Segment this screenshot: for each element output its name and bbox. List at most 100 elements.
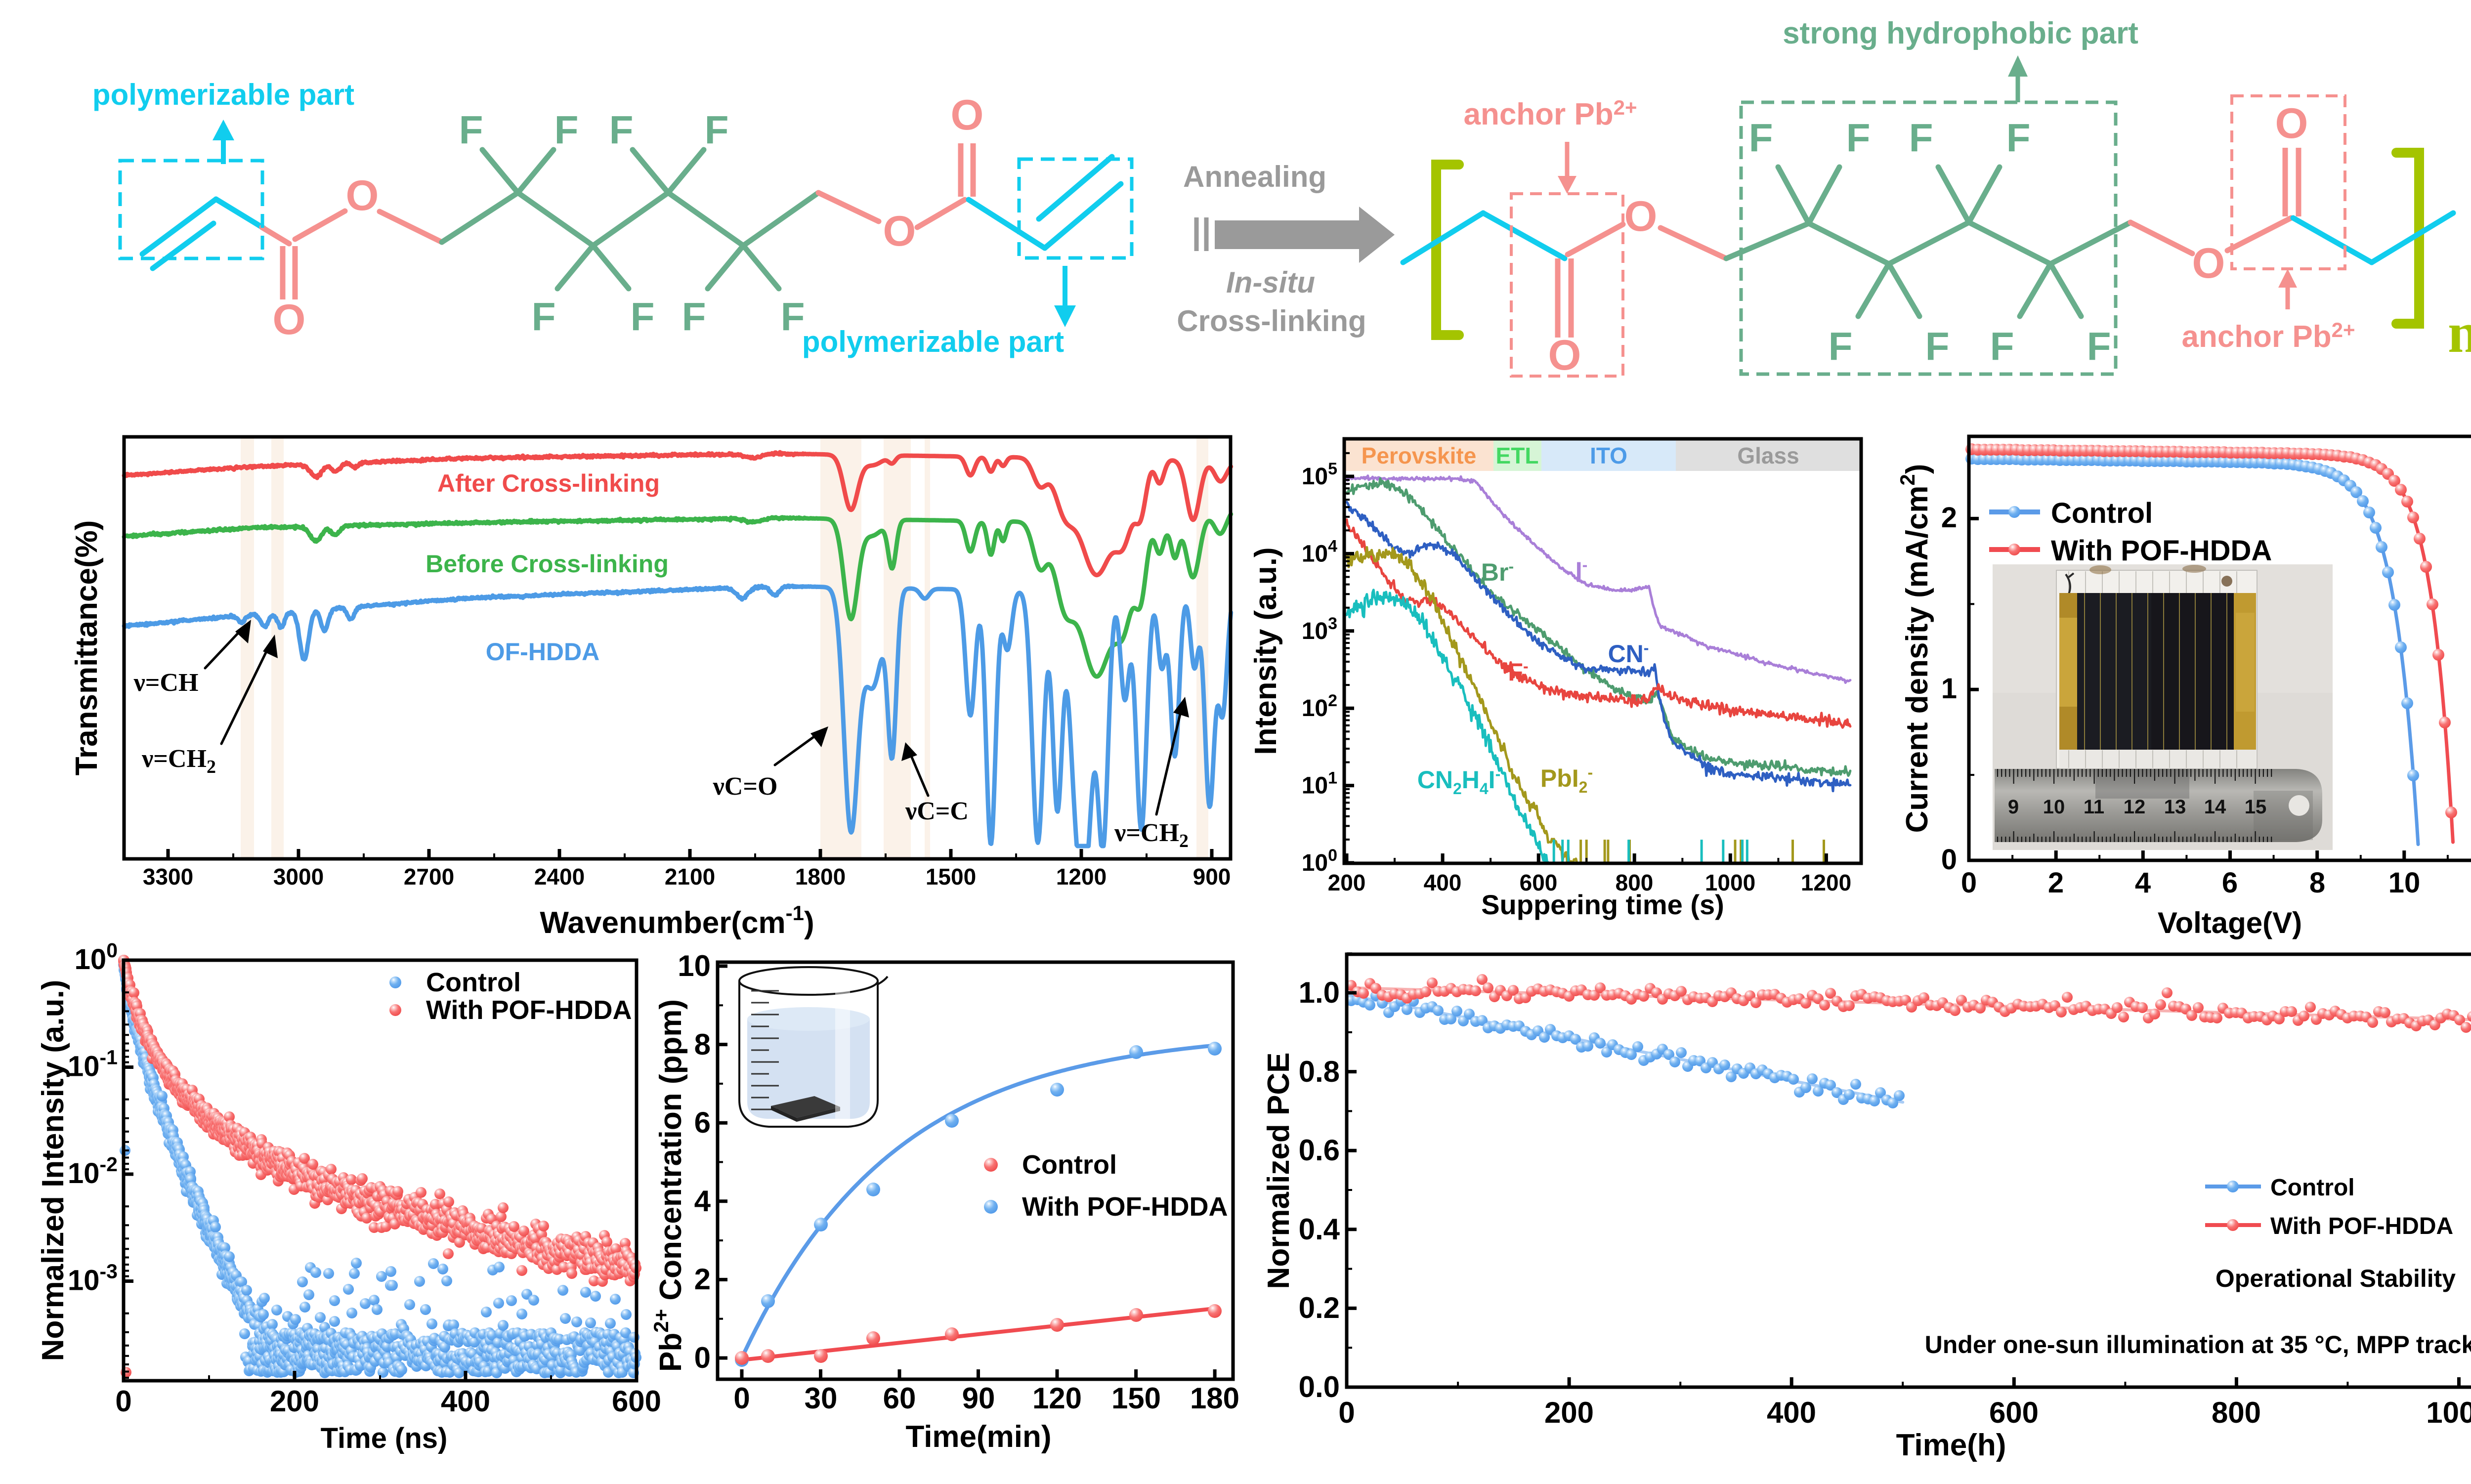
- svg-text:νC=C: νC=C: [905, 797, 969, 825]
- svg-text:Under one-sun illumination at: Under one-sun illumination at 35 °C, MPP…: [1925, 1331, 2471, 1358]
- svg-text:15: 15: [2245, 796, 2267, 818]
- svg-text:200: 200: [1544, 1396, 1594, 1429]
- svg-text:102: 102: [1302, 691, 1337, 721]
- svg-text:Pb2+ Concentration (ppm): Pb2+ Concentration (ppm): [649, 999, 688, 1372]
- svg-text:1200: 1200: [1056, 864, 1107, 890]
- svg-text:2: 2: [2048, 867, 2064, 899]
- svg-text:F: F: [2087, 324, 2111, 368]
- svg-text:Time(h): Time(h): [1896, 1428, 2006, 1462]
- svg-text:100: 100: [75, 939, 118, 975]
- svg-text:10: 10: [678, 949, 711, 982]
- svg-text:n: n: [2448, 301, 2471, 364]
- svg-text:10: 10: [2388, 867, 2421, 899]
- svg-text:F: F: [1925, 324, 1950, 368]
- svg-text:0: 0: [1961, 867, 1977, 899]
- svg-text:Control: Control: [426, 968, 521, 997]
- svg-text:OF-HDDA: OF-HDDA: [486, 638, 600, 666]
- svg-text:Time (ns): Time (ns): [321, 1422, 448, 1454]
- svg-text:2100: 2100: [665, 864, 715, 890]
- svg-text:CN2H4I-: CN2H4I-: [1417, 765, 1500, 798]
- svg-text:F: F: [459, 108, 483, 152]
- svg-text:Voltage(V): Voltage(V): [2158, 906, 2302, 939]
- svg-text:2: 2: [1941, 502, 1957, 534]
- svg-text:600: 600: [1989, 1396, 2039, 1429]
- svg-text:ν=CH2: ν=CH2: [1114, 819, 1189, 851]
- svg-text:0: 0: [1338, 1396, 1355, 1429]
- svg-text:600: 600: [612, 1385, 661, 1418]
- svg-text:O: O: [883, 208, 916, 255]
- svg-text:10: 10: [2043, 796, 2065, 818]
- svg-text:2: 2: [694, 1263, 711, 1296]
- svg-text:F: F: [1749, 116, 1773, 160]
- svg-text:ITO: ITO: [1590, 443, 1627, 468]
- svg-text:F: F: [705, 108, 729, 152]
- svg-text:Transmittance(%): Transmittance(%): [70, 520, 104, 776]
- svg-text:1000: 1000: [2426, 1396, 2471, 1429]
- svg-text:F: F: [532, 295, 556, 339]
- svg-text:Annealing: Annealing: [1183, 160, 1326, 193]
- svg-text:O: O: [2275, 100, 2308, 147]
- svg-text:8: 8: [2309, 867, 2325, 899]
- svg-text:6: 6: [2222, 867, 2238, 899]
- svg-text:600: 600: [1520, 870, 1558, 895]
- svg-text:With POF-HDDA: With POF-HDDA: [1022, 1192, 1228, 1222]
- svg-text:0: 0: [733, 1382, 750, 1415]
- svg-text:0.8: 0.8: [1299, 1055, 1340, 1088]
- svg-text:Wavenumber(cm-1): Wavenumber(cm-1): [540, 901, 814, 940]
- svg-text:1500: 1500: [926, 864, 976, 890]
- svg-text:400: 400: [1767, 1396, 1816, 1429]
- svg-text:I-: I-: [1576, 556, 1588, 585]
- svg-text:polymerizable part: polymerizable part: [802, 325, 1064, 358]
- svg-text:Br-: Br-: [1481, 557, 1514, 586]
- svg-text:3300: 3300: [143, 864, 193, 890]
- svg-text:400: 400: [1424, 870, 1462, 895]
- svg-text:With POF-HDDA: With POF-HDDA: [426, 995, 632, 1025]
- svg-text:ν=CH: ν=CH: [133, 669, 199, 697]
- svg-text:0: 0: [694, 1341, 711, 1374]
- svg-text:800: 800: [2212, 1396, 2261, 1429]
- svg-text:0: 0: [1941, 844, 1957, 876]
- svg-text:F: F: [1846, 116, 1871, 160]
- svg-text:νC=O: νC=O: [713, 772, 778, 801]
- svg-text:13: 13: [2164, 796, 2186, 818]
- svg-text:Normalized Intensity (a.u.): Normalized Intensity (a.u.): [36, 980, 70, 1361]
- svg-text:Glass: Glass: [1737, 443, 1799, 468]
- svg-text:200: 200: [270, 1385, 319, 1418]
- svg-text:With POF-HDDA: With POF-HDDA: [2051, 535, 2272, 567]
- svg-text:Current density (mA/cm2): Current density (mA/cm2): [1896, 464, 1934, 833]
- svg-text:1200: 1200: [1801, 870, 1851, 895]
- svg-text:2400: 2400: [534, 864, 585, 890]
- svg-text:12: 12: [2124, 796, 2146, 818]
- svg-text:120: 120: [1032, 1382, 1082, 1415]
- svg-text:3000: 3000: [273, 864, 324, 890]
- svg-text:Time(min): Time(min): [905, 1420, 1051, 1454]
- svg-text:800: 800: [1616, 870, 1654, 895]
- svg-text:O: O: [2192, 240, 2225, 287]
- svg-text:F: F: [631, 295, 655, 339]
- svg-text:0: 0: [115, 1385, 131, 1418]
- svg-text:104: 104: [1302, 537, 1337, 567]
- svg-text:O: O: [346, 172, 379, 219]
- svg-text:F: F: [1829, 324, 1853, 368]
- svg-text:F: F: [1909, 116, 1933, 160]
- svg-text:F: F: [682, 295, 706, 339]
- svg-text:F: F: [609, 108, 634, 152]
- svg-text:0.0: 0.0: [1299, 1370, 1340, 1403]
- svg-text:In-situ: In-situ: [1226, 266, 1315, 299]
- svg-text:180: 180: [1190, 1382, 1239, 1415]
- svg-text:10-3: 10-3: [68, 1260, 118, 1297]
- svg-text:Control: Control: [2270, 1175, 2355, 1201]
- svg-text:With POF-HDDA: With POF-HDDA: [2270, 1213, 2453, 1239]
- svg-text:ETL: ETL: [1496, 443, 1539, 468]
- svg-text:Before Cross-linking: Before Cross-linking: [426, 550, 669, 578]
- svg-text:PbI2-: PbI2-: [1540, 763, 1593, 796]
- svg-text:14: 14: [2204, 796, 2226, 818]
- svg-text:103: 103: [1302, 614, 1337, 644]
- svg-text:60: 60: [883, 1382, 916, 1415]
- svg-text:11: 11: [2084, 796, 2104, 818]
- svg-text:anchor Pb2+: anchor Pb2+: [1463, 96, 1637, 131]
- svg-text:Cross-linking: Cross-linking: [1177, 304, 1366, 338]
- svg-text:O: O: [273, 296, 306, 343]
- svg-text:6: 6: [694, 1106, 711, 1139]
- svg-text:1.0: 1.0: [1299, 976, 1340, 1009]
